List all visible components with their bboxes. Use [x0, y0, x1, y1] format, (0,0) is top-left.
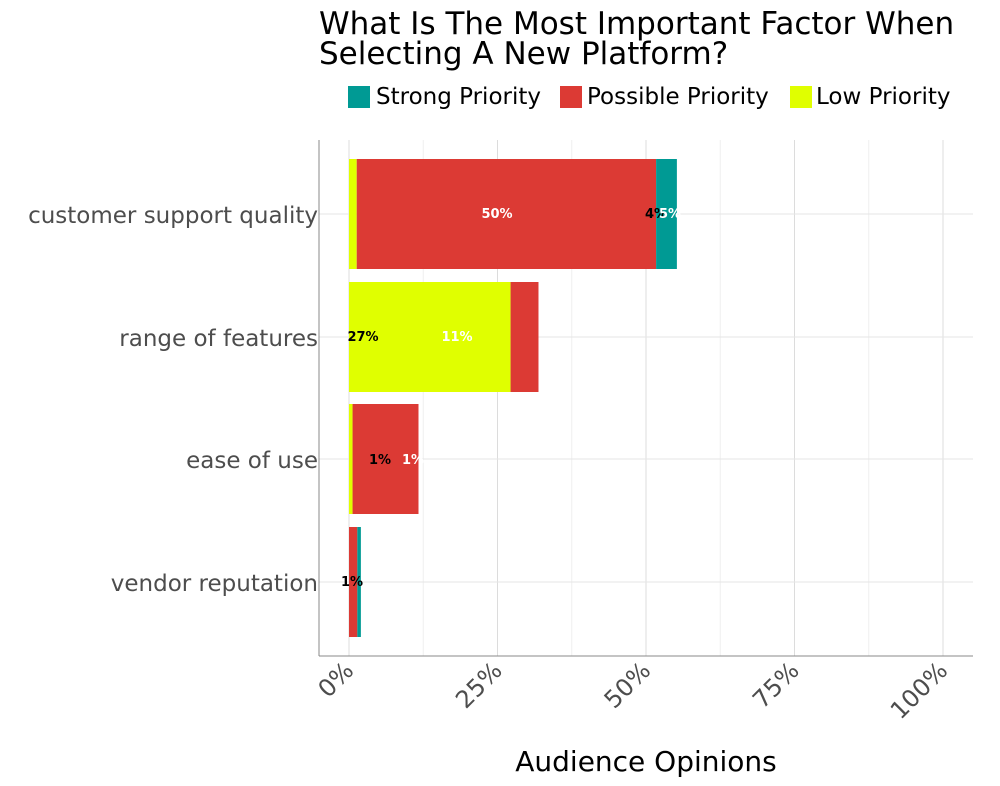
bar-segment [349, 282, 511, 392]
chart-title-line1: What Is The Most Important Factor When [319, 6, 954, 42]
bar-segment [349, 527, 358, 637]
x-tick-label: 0% [313, 656, 360, 703]
bar-segment [349, 404, 353, 514]
legend-label: Low Priority [816, 84, 950, 110]
chart-title-line2: Selecting A New Platform? [319, 36, 728, 72]
axes [318, 140, 973, 657]
x-tick-label: 75% [747, 656, 805, 714]
bar-segment [656, 159, 677, 269]
x-axis-label: Audience Opinions [515, 745, 777, 778]
bar-segment [349, 159, 357, 269]
data-label: 11% [441, 330, 472, 345]
bar-segment [356, 159, 657, 269]
bar-segment [352, 404, 419, 514]
category-label: vendor reputation [111, 571, 318, 597]
x-tick-label: 100% [885, 656, 953, 724]
legend-swatch [790, 86, 812, 108]
legend-swatch [348, 86, 370, 108]
legend-swatch [560, 86, 582, 108]
category-label: customer support quality [28, 203, 318, 229]
x-tick-label: 25% [450, 656, 508, 714]
bars [349, 159, 677, 637]
x-tick-label: 50% [599, 656, 657, 714]
data-label: 1% [341, 575, 363, 590]
legend-label: Possible Priority [587, 84, 769, 110]
category-labels: customer support quality range of feature… [28, 203, 318, 597]
data-label: 5% [659, 207, 681, 222]
data-label: 4% [645, 207, 667, 222]
bar-segment [357, 527, 361, 637]
legend-label: Strong Priority [376, 84, 541, 110]
x-tick-labels: 0% 25% 50% 75% 100% [313, 656, 954, 724]
category-label: range of features [119, 326, 318, 352]
category-label: ease of use [186, 448, 318, 474]
data-label: 27% [347, 330, 378, 345]
data-label: 1% [402, 453, 424, 468]
legend: Strong Priority Possible Priority Low Prio… [348, 84, 950, 110]
data-label: 50% [481, 207, 512, 222]
bar-segment [510, 282, 539, 392]
data-labels: 50% 4%5% 27% 11% 1% 1% 1% [341, 207, 681, 590]
data-label: 1% [369, 453, 391, 468]
